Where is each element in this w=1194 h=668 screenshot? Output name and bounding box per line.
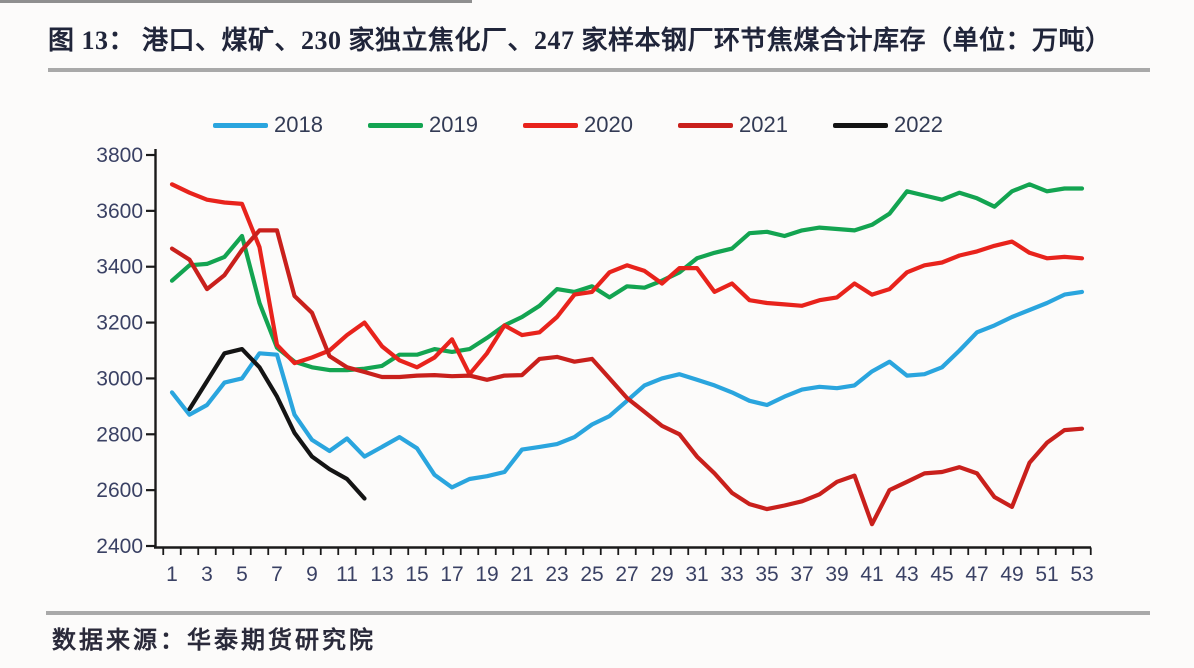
x-axis-tick-label: 43	[895, 563, 918, 586]
legend-label-2018: 2018	[274, 112, 323, 137]
x-axis-tick-label: 37	[790, 563, 813, 586]
x-axis-tick-label: 17	[440, 563, 463, 586]
y-axis-tick-label: 2800	[96, 423, 143, 446]
series-2019-line	[169, 182, 1085, 373]
y-axis-tick-label: 3800	[96, 144, 143, 167]
x-axis-tick-label: 25	[580, 563, 603, 586]
x-axis-tick-label: 35	[755, 563, 778, 586]
x-axis-tick-label: 47	[965, 563, 988, 586]
legend-item-2021: 2021	[678, 110, 788, 140]
legend-item-2022: 2022	[833, 110, 943, 140]
x-axis-tick-label: 3	[201, 563, 213, 586]
legend-item-2020: 2020	[523, 110, 633, 140]
x-axis-tick-label: 9	[306, 563, 318, 586]
axis-lines	[154, 149, 1091, 549]
chart-legend: 2018 2019 2020 2021 2022	[0, 110, 1194, 140]
y-axis-tick-label: 3600	[96, 200, 143, 223]
x-axis-tick-label: 27	[615, 563, 638, 586]
legend-swatch-2021	[678, 122, 733, 128]
data-source-text: 数据来源：华泰期货研究院	[52, 628, 376, 654]
series-2021-line	[169, 228, 1085, 527]
x-axis-tick-label: 51	[1035, 563, 1058, 586]
x-axis-tick-label: 13	[370, 563, 393, 586]
legend-swatch-2018	[213, 122, 268, 128]
series-2020-line	[169, 182, 1085, 377]
x-axis-tick-label: 29	[650, 563, 673, 586]
x-axis-tick-label: 7	[271, 563, 283, 586]
chart-title: 图 13： 港口、煤矿、230 家独立焦化厂、247 家样本钢厂环节焦煤合计库存…	[48, 26, 1112, 55]
legend-label-2021: 2021	[739, 112, 788, 137]
x-axis-tick-label: 33	[720, 563, 743, 586]
bottom-border	[0, 0, 472, 3]
legend-swatch-2019	[368, 122, 423, 128]
x-axis-tick-label: 31	[685, 563, 708, 586]
x-axis-tick-label: 39	[825, 563, 848, 586]
x-axis-tick-label: 1	[166, 563, 178, 586]
y-axis-tick-label: 2400	[96, 535, 143, 558]
x-axis-tick-label: 21	[510, 563, 533, 586]
source-divider	[46, 611, 1150, 615]
legend-label-2019: 2019	[429, 112, 478, 137]
x-axis-tick-label: 11	[336, 563, 358, 586]
title-divider	[48, 68, 1150, 72]
y-axis-tick-label: 3200	[96, 312, 143, 335]
x-axis-tick-label: 45	[930, 563, 953, 586]
x-axis-tick-label: 23	[545, 563, 568, 586]
legend-swatch-2022	[833, 122, 888, 128]
y-axis-tick-label: 3400	[96, 256, 143, 279]
y-axis-tick-label: 3000	[96, 367, 143, 390]
legend-label-2022: 2022	[894, 112, 943, 137]
legend-swatch-2020	[523, 122, 578, 128]
series-2018-line	[169, 289, 1085, 490]
x-axis-tick-label: 19	[475, 563, 498, 586]
x-axis-tick-label: 15	[405, 563, 428, 586]
legend-item-2018: 2018	[213, 110, 323, 140]
legend-item-2019: 2019	[368, 110, 478, 140]
legend-label-2020: 2020	[584, 112, 633, 137]
x-axis-tick-label: 53	[1070, 563, 1093, 586]
y-axis-tick-label: 2600	[96, 479, 143, 502]
x-axis-tick-label: 5	[236, 563, 248, 586]
x-axis-tick-label: 49	[1000, 563, 1023, 586]
series-2022-line	[187, 347, 367, 501]
x-axis-tick-label: 41	[860, 563, 883, 586]
